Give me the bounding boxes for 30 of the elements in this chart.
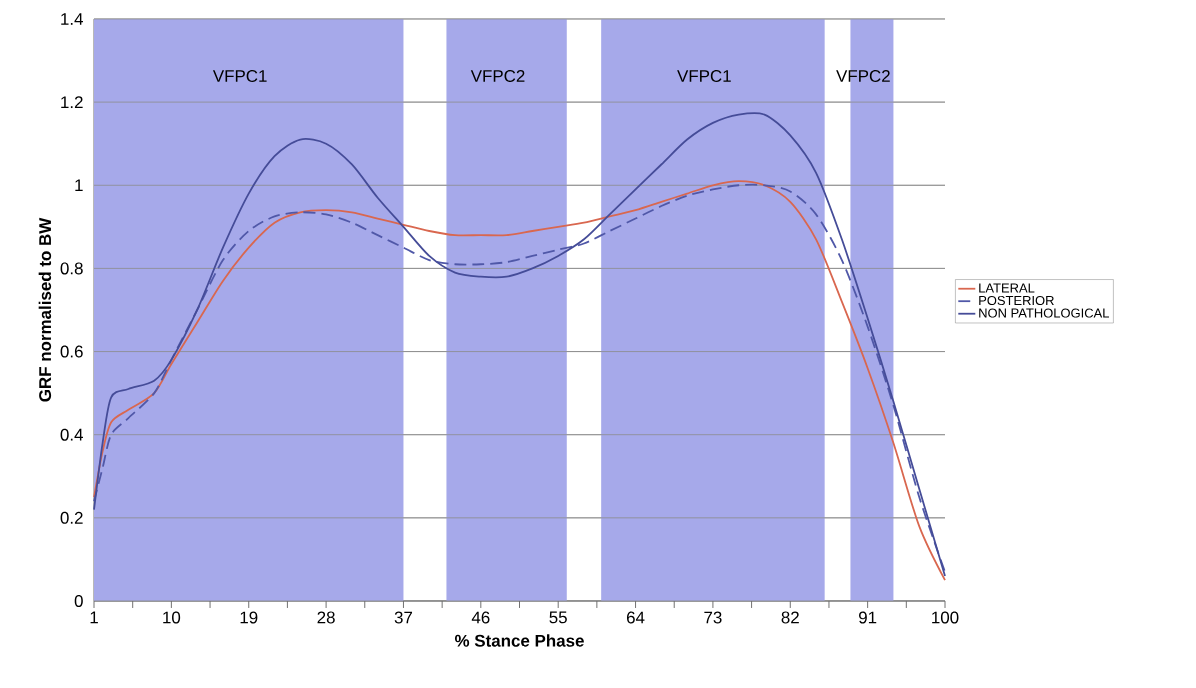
x-tick-label: 91 bbox=[859, 611, 877, 624]
band-label: VFPC2 bbox=[470, 69, 525, 82]
legend-label: NON PATHOLOGICAL bbox=[979, 308, 1109, 318]
x-tick-label: 73 bbox=[704, 611, 722, 624]
legend-label: LATERAL bbox=[979, 283, 1035, 293]
x-tick-label: 1 bbox=[90, 611, 98, 624]
y-tick-label: 0.6 bbox=[60, 345, 83, 358]
x-tick-label: 19 bbox=[240, 611, 258, 624]
y-tick-label: 1.4 bbox=[61, 13, 83, 25]
x-axis-title: % Stance Phase bbox=[454, 634, 584, 647]
x-tick-label: 46 bbox=[471, 611, 490, 624]
y-tick-label: 1 bbox=[75, 179, 83, 192]
x-tick-label: 28 bbox=[317, 611, 335, 624]
x-tick-label: 64 bbox=[626, 611, 645, 624]
x-tick-label: 37 bbox=[394, 611, 413, 624]
x-tick-label: 100 bbox=[932, 611, 959, 624]
band-label: VFPC2 bbox=[836, 69, 890, 82]
y-tick-label: 0 bbox=[74, 594, 83, 607]
x-tick-label: 82 bbox=[781, 611, 799, 624]
legend-label: POSTERIOR bbox=[979, 295, 1054, 306]
y-tick-label: 0.4 bbox=[60, 428, 83, 441]
line-series bbox=[93, 112, 946, 577]
band-label: VFPC1 bbox=[677, 69, 731, 82]
x-tick-label: 55 bbox=[549, 611, 567, 624]
y-tick-label: 0.2 bbox=[60, 511, 83, 524]
y-axis-title: GRF normalised to BW bbox=[38, 217, 52, 402]
y-tick-label: 1.2 bbox=[61, 96, 83, 109]
x-tick-label: 10 bbox=[163, 611, 181, 624]
y-tick-label: 0.8 bbox=[60, 262, 83, 275]
band-label: VFPC1 bbox=[212, 69, 267, 82]
